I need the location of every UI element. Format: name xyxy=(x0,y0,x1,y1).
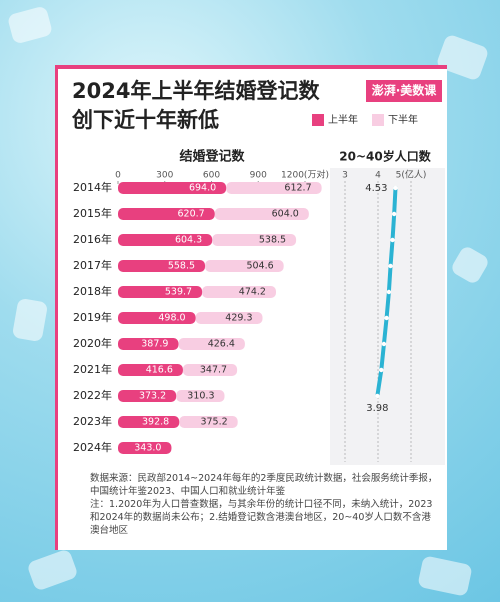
x-tick-label: 4 xyxy=(375,171,381,181)
dot xyxy=(391,211,397,217)
bar xyxy=(212,234,297,246)
y-tick-label: 2021年 xyxy=(73,362,112,376)
x-tick-label: 5(亿人) xyxy=(396,169,427,181)
bar xyxy=(205,260,284,272)
y-tick-label: 2020年 xyxy=(73,336,112,350)
x-tick-label: 900 xyxy=(250,171,267,181)
bar xyxy=(178,338,245,350)
data-label: 343.0 xyxy=(134,443,161,454)
logo: 澎湃·美数课 xyxy=(372,83,438,98)
bar xyxy=(118,364,183,376)
logo-box xyxy=(366,80,442,102)
data-label: 392.8 xyxy=(142,417,169,428)
x-tick-label: 0 xyxy=(115,171,121,181)
note: 注：1.2020年为人口普查数据，与其余年份的统计口径不同，未纳入统计，2023… xyxy=(90,499,433,536)
dot xyxy=(386,289,392,295)
data-label: 498.0 xyxy=(158,313,185,324)
data-label: 694.0 xyxy=(189,183,216,194)
data-label: 612.7 xyxy=(284,183,311,194)
bar xyxy=(118,390,177,402)
legend-swatch xyxy=(372,114,384,126)
y-tick-label: 2022年 xyxy=(73,388,112,402)
bar xyxy=(202,286,276,298)
data-label: 429.3 xyxy=(225,313,252,324)
y-tick-label: 2017年 xyxy=(73,258,112,272)
y-tick-label: 2018年 xyxy=(73,284,112,298)
data-label: 558.5 xyxy=(168,261,195,272)
data-label: 504.6 xyxy=(246,261,273,272)
bar xyxy=(118,338,179,350)
bar xyxy=(118,312,196,324)
y-tick-label: 2016年 xyxy=(73,232,112,246)
x-tick-label: 1200(万对) xyxy=(281,169,329,181)
source: 数据来源：民政部2014~2024年每年的2季度民政统计数据，社会服务统计季报，… xyxy=(90,473,438,497)
dot xyxy=(393,185,398,191)
legend-label: 下半年 xyxy=(388,113,418,126)
dot xyxy=(390,237,395,243)
data-label: 375.2 xyxy=(200,417,227,428)
data-label: 310.3 xyxy=(187,391,214,402)
data-label: 387.9 xyxy=(141,339,168,350)
bar xyxy=(176,390,225,402)
data-label: 538.5 xyxy=(259,235,286,246)
bar xyxy=(214,208,309,220)
data-label: 3.98 xyxy=(366,403,388,414)
data-label: 604.3 xyxy=(175,235,202,246)
bar xyxy=(179,416,238,428)
x-tick-label: 600 xyxy=(203,171,220,181)
x-tick-label: 3 xyxy=(342,171,348,181)
dot xyxy=(381,341,387,347)
chart-subtitle: 20~40岁人口数 xyxy=(339,149,431,164)
y-tick-label: 2014年 xyxy=(73,180,112,194)
bar xyxy=(182,364,238,376)
data-label: 416.6 xyxy=(146,365,173,376)
y-tick-label: 2024年 xyxy=(73,440,112,454)
data-label: 426.4 xyxy=(208,339,235,350)
bar xyxy=(226,182,322,194)
data-label: 620.7 xyxy=(178,209,205,220)
data-label: 474.2 xyxy=(239,287,266,298)
title-line: 2024年上半年结婚登记数 xyxy=(72,79,320,103)
bar xyxy=(118,260,206,272)
data-label: 604.0 xyxy=(272,209,299,220)
bar xyxy=(118,234,213,246)
y-tick-label: 2023年 xyxy=(73,414,112,428)
bar xyxy=(118,416,180,428)
data-label: 539.7 xyxy=(165,287,192,298)
dot xyxy=(384,315,389,321)
title-line: 创下近十年新低 xyxy=(71,108,219,132)
y-tick-label: 2019年 xyxy=(73,310,112,324)
bar xyxy=(195,312,263,324)
legend-swatch xyxy=(312,114,324,126)
bar xyxy=(118,442,172,454)
dot xyxy=(375,393,380,399)
footer: 数据来源：民政部2014~2024年每年的2季度民政统计数据，社会服务统计季报，… xyxy=(90,472,440,537)
dot xyxy=(388,263,393,269)
chart-subtitle: 结婚登记数 xyxy=(179,149,245,165)
data-label: 4.53 xyxy=(365,183,387,194)
y-tick-label: 2015年 xyxy=(73,206,112,220)
data-label: 373.2 xyxy=(139,391,166,402)
data-label: 347.7 xyxy=(200,365,227,376)
legend-label: 上半年 xyxy=(328,113,358,126)
bar xyxy=(118,208,215,220)
bar xyxy=(118,182,227,194)
dot xyxy=(379,367,384,373)
x-tick-label: 300 xyxy=(156,171,173,181)
bar xyxy=(118,286,203,298)
